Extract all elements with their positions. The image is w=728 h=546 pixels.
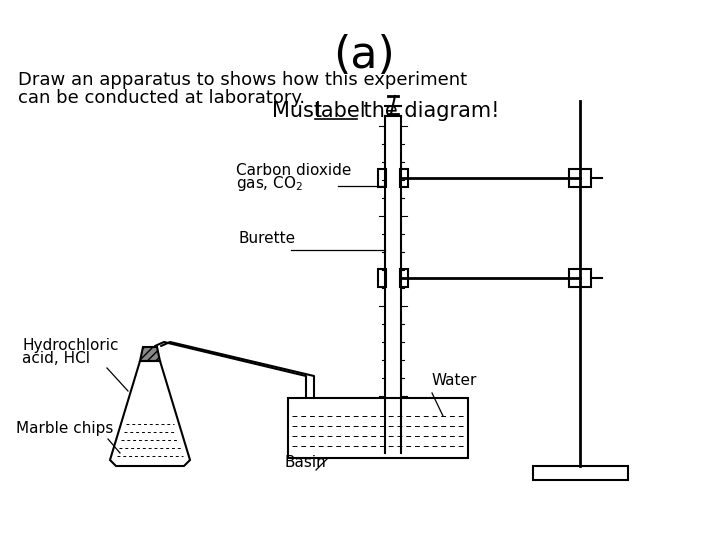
Polygon shape — [140, 347, 160, 361]
Text: the diagram!: the diagram! — [357, 101, 499, 121]
Text: acid, HCl: acid, HCl — [22, 351, 90, 366]
Bar — [532, 466, 628, 480]
Bar — [378, 269, 386, 287]
Bar — [569, 269, 591, 287]
Bar — [378, 169, 386, 187]
Text: label: label — [315, 101, 365, 121]
Text: Burette: Burette — [238, 231, 295, 246]
Text: Hydrochloric: Hydrochloric — [22, 338, 119, 353]
Text: (a): (a) — [333, 34, 395, 77]
Text: gas, CO$_2$: gas, CO$_2$ — [236, 174, 303, 193]
Text: Marble chips: Marble chips — [16, 421, 114, 436]
Text: can be conducted at laboratory.: can be conducted at laboratory. — [18, 89, 305, 107]
Bar — [288, 398, 468, 458]
Text: Draw an apparatus to shows how this experiment: Draw an apparatus to shows how this expe… — [18, 71, 467, 89]
Text: Must: Must — [272, 101, 328, 121]
Text: Carbon dioxide: Carbon dioxide — [236, 163, 352, 178]
Bar — [400, 169, 408, 187]
Bar — [400, 269, 408, 287]
Bar — [569, 169, 591, 187]
Text: Water: Water — [432, 373, 478, 388]
Text: Basin: Basin — [284, 455, 325, 470]
